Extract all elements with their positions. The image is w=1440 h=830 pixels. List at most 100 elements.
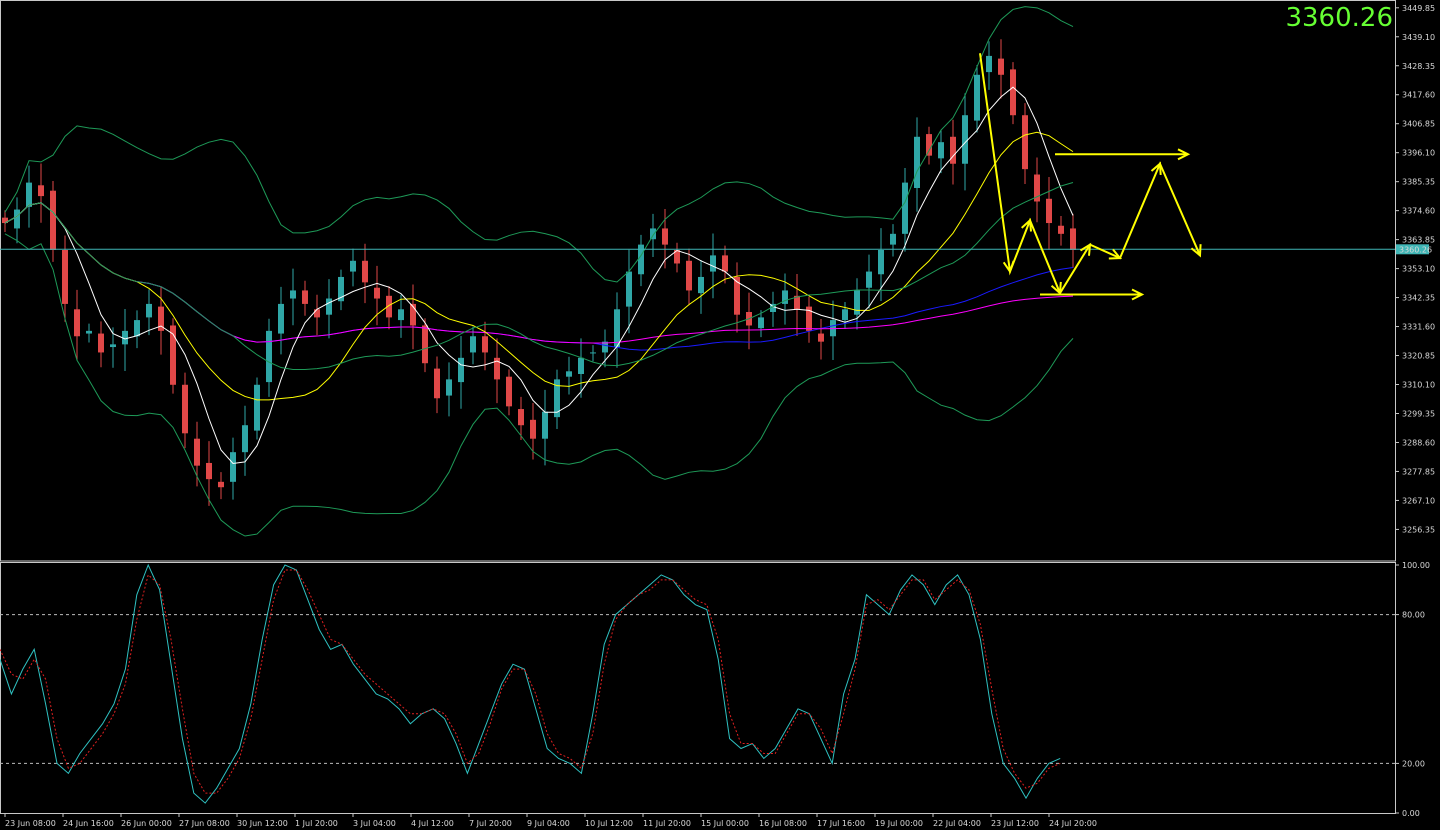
candle-body [518, 409, 524, 426]
bollinger-lower [4, 233, 1074, 537]
candle-body [134, 320, 140, 337]
forecast-arrowhead [1002, 260, 1015, 274]
price-tick-label: 3342.35 [1402, 294, 1435, 303]
candle-body [614, 309, 620, 348]
stoch-tick-label: 100.00 [1402, 561, 1430, 570]
candle-body [14, 209, 20, 229]
candle-body [338, 276, 344, 302]
candle-body [842, 309, 848, 321]
candle-body [566, 371, 572, 377]
candle-body [626, 271, 632, 307]
candle-body [866, 271, 872, 288]
candle-body [938, 142, 944, 159]
candle-body [770, 303, 776, 312]
candle-body [998, 58, 1004, 75]
time-tick-label: 24 Jun 16:00 [63, 819, 114, 828]
candle-body [806, 306, 812, 331]
candle-body [578, 357, 584, 374]
current-price-tag [1396, 244, 1429, 255]
candle-body [278, 303, 284, 334]
candle-body [722, 255, 728, 272]
candle-body [986, 55, 992, 73]
support-arrowhead [1131, 288, 1145, 301]
candle-body [914, 136, 920, 188]
candle-body [650, 228, 656, 240]
candle-body [422, 325, 428, 364]
candle-body [386, 295, 392, 318]
time-tick-label: 27 Jun 08:00 [179, 819, 230, 828]
candle-body [818, 333, 824, 342]
candle-body [62, 250, 68, 304]
candle-body [698, 276, 704, 294]
current-price-tag-text: 3360.26 [1399, 245, 1432, 254]
candle-body [110, 344, 116, 348]
time-tick-label: 7 Jul 20:00 [469, 819, 512, 828]
candle-body [38, 185, 44, 197]
candle-body [146, 303, 152, 318]
candle-body [242, 425, 248, 453]
candle-body [206, 462, 212, 480]
candle-body [86, 330, 92, 334]
price-tick-label: 3439.10 [1402, 33, 1435, 42]
candle-body [410, 303, 416, 326]
forecast-arrowhead [1021, 218, 1033, 232]
candle-body [902, 182, 908, 234]
candle-body [854, 290, 860, 315]
time-tick-label: 4 Jul 12:00 [411, 819, 454, 828]
candle-body [506, 376, 512, 407]
candle-body [194, 438, 200, 466]
forecast-arrowhead [1050, 281, 1062, 296]
forecast-arrowhead [1150, 161, 1162, 175]
time-tick-label: 16 Jul 08:00 [759, 819, 807, 828]
candle-body [482, 336, 488, 353]
candle-body [1070, 228, 1076, 250]
forecast-arrowhead [1190, 244, 1202, 258]
candle-body [266, 330, 272, 383]
candle-body [98, 333, 104, 353]
bollinger-middle [4, 181, 1074, 371]
stoch-main-line [0, 563, 1061, 804]
stoch-panel-frame [0, 562, 1396, 814]
time-tick-label: 23 Jul 12:00 [991, 819, 1039, 828]
time-tick-label: 22 Jul 04:00 [933, 819, 981, 828]
time-tick-label: 1 Jul 20:00 [295, 819, 338, 828]
candle-body [1010, 69, 1016, 116]
time-tick-label: 11 Jul 20:00 [643, 819, 691, 828]
time-tick-label: 10 Jul 12:00 [585, 819, 633, 828]
price-tick-label: 3267.10 [1402, 496, 1435, 505]
candle-body [230, 452, 236, 482]
candle-body [446, 379, 452, 396]
candle-body [974, 74, 980, 121]
price-tick-label: 3277.85 [1402, 467, 1435, 476]
candle-body [494, 357, 500, 380]
candle-body [782, 290, 788, 304]
candle-body [182, 384, 188, 434]
ma-yellow-line [4, 131, 1074, 401]
stoch-tick-label: 0.00 [1402, 809, 1420, 818]
candle-body [794, 295, 800, 310]
forecast-arrowhead [1108, 248, 1123, 260]
candle-body [1046, 198, 1052, 224]
candle-body [170, 325, 176, 385]
resistance-arrowhead [1177, 148, 1191, 161]
stoch-tick-label: 80.00 [1402, 611, 1425, 620]
candle-body [710, 255, 716, 272]
candle-body [962, 115, 968, 164]
candle-body [470, 336, 476, 353]
candle-body [674, 250, 680, 264]
time-tick-label: 17 Jul 16:00 [817, 819, 865, 828]
time-tick-label: 19 Jul 00:00 [875, 819, 923, 828]
candle-body [602, 341, 608, 353]
candle-body [890, 233, 896, 245]
candle-body [458, 357, 464, 383]
candle-body [530, 419, 536, 439]
price-tick-label: 3299.35 [1402, 409, 1435, 418]
price-tick-label: 3331.60 [1402, 323, 1435, 332]
candle-body [1058, 225, 1064, 234]
candle-body [350, 260, 356, 272]
price-tick-label: 3256.35 [1402, 525, 1435, 534]
candle-body [122, 330, 128, 345]
price-tick-label: 3363.85 [1402, 236, 1435, 245]
price-tick-label: 3406.85 [1402, 120, 1435, 129]
price-tick-label: 3288.60 [1402, 438, 1435, 447]
